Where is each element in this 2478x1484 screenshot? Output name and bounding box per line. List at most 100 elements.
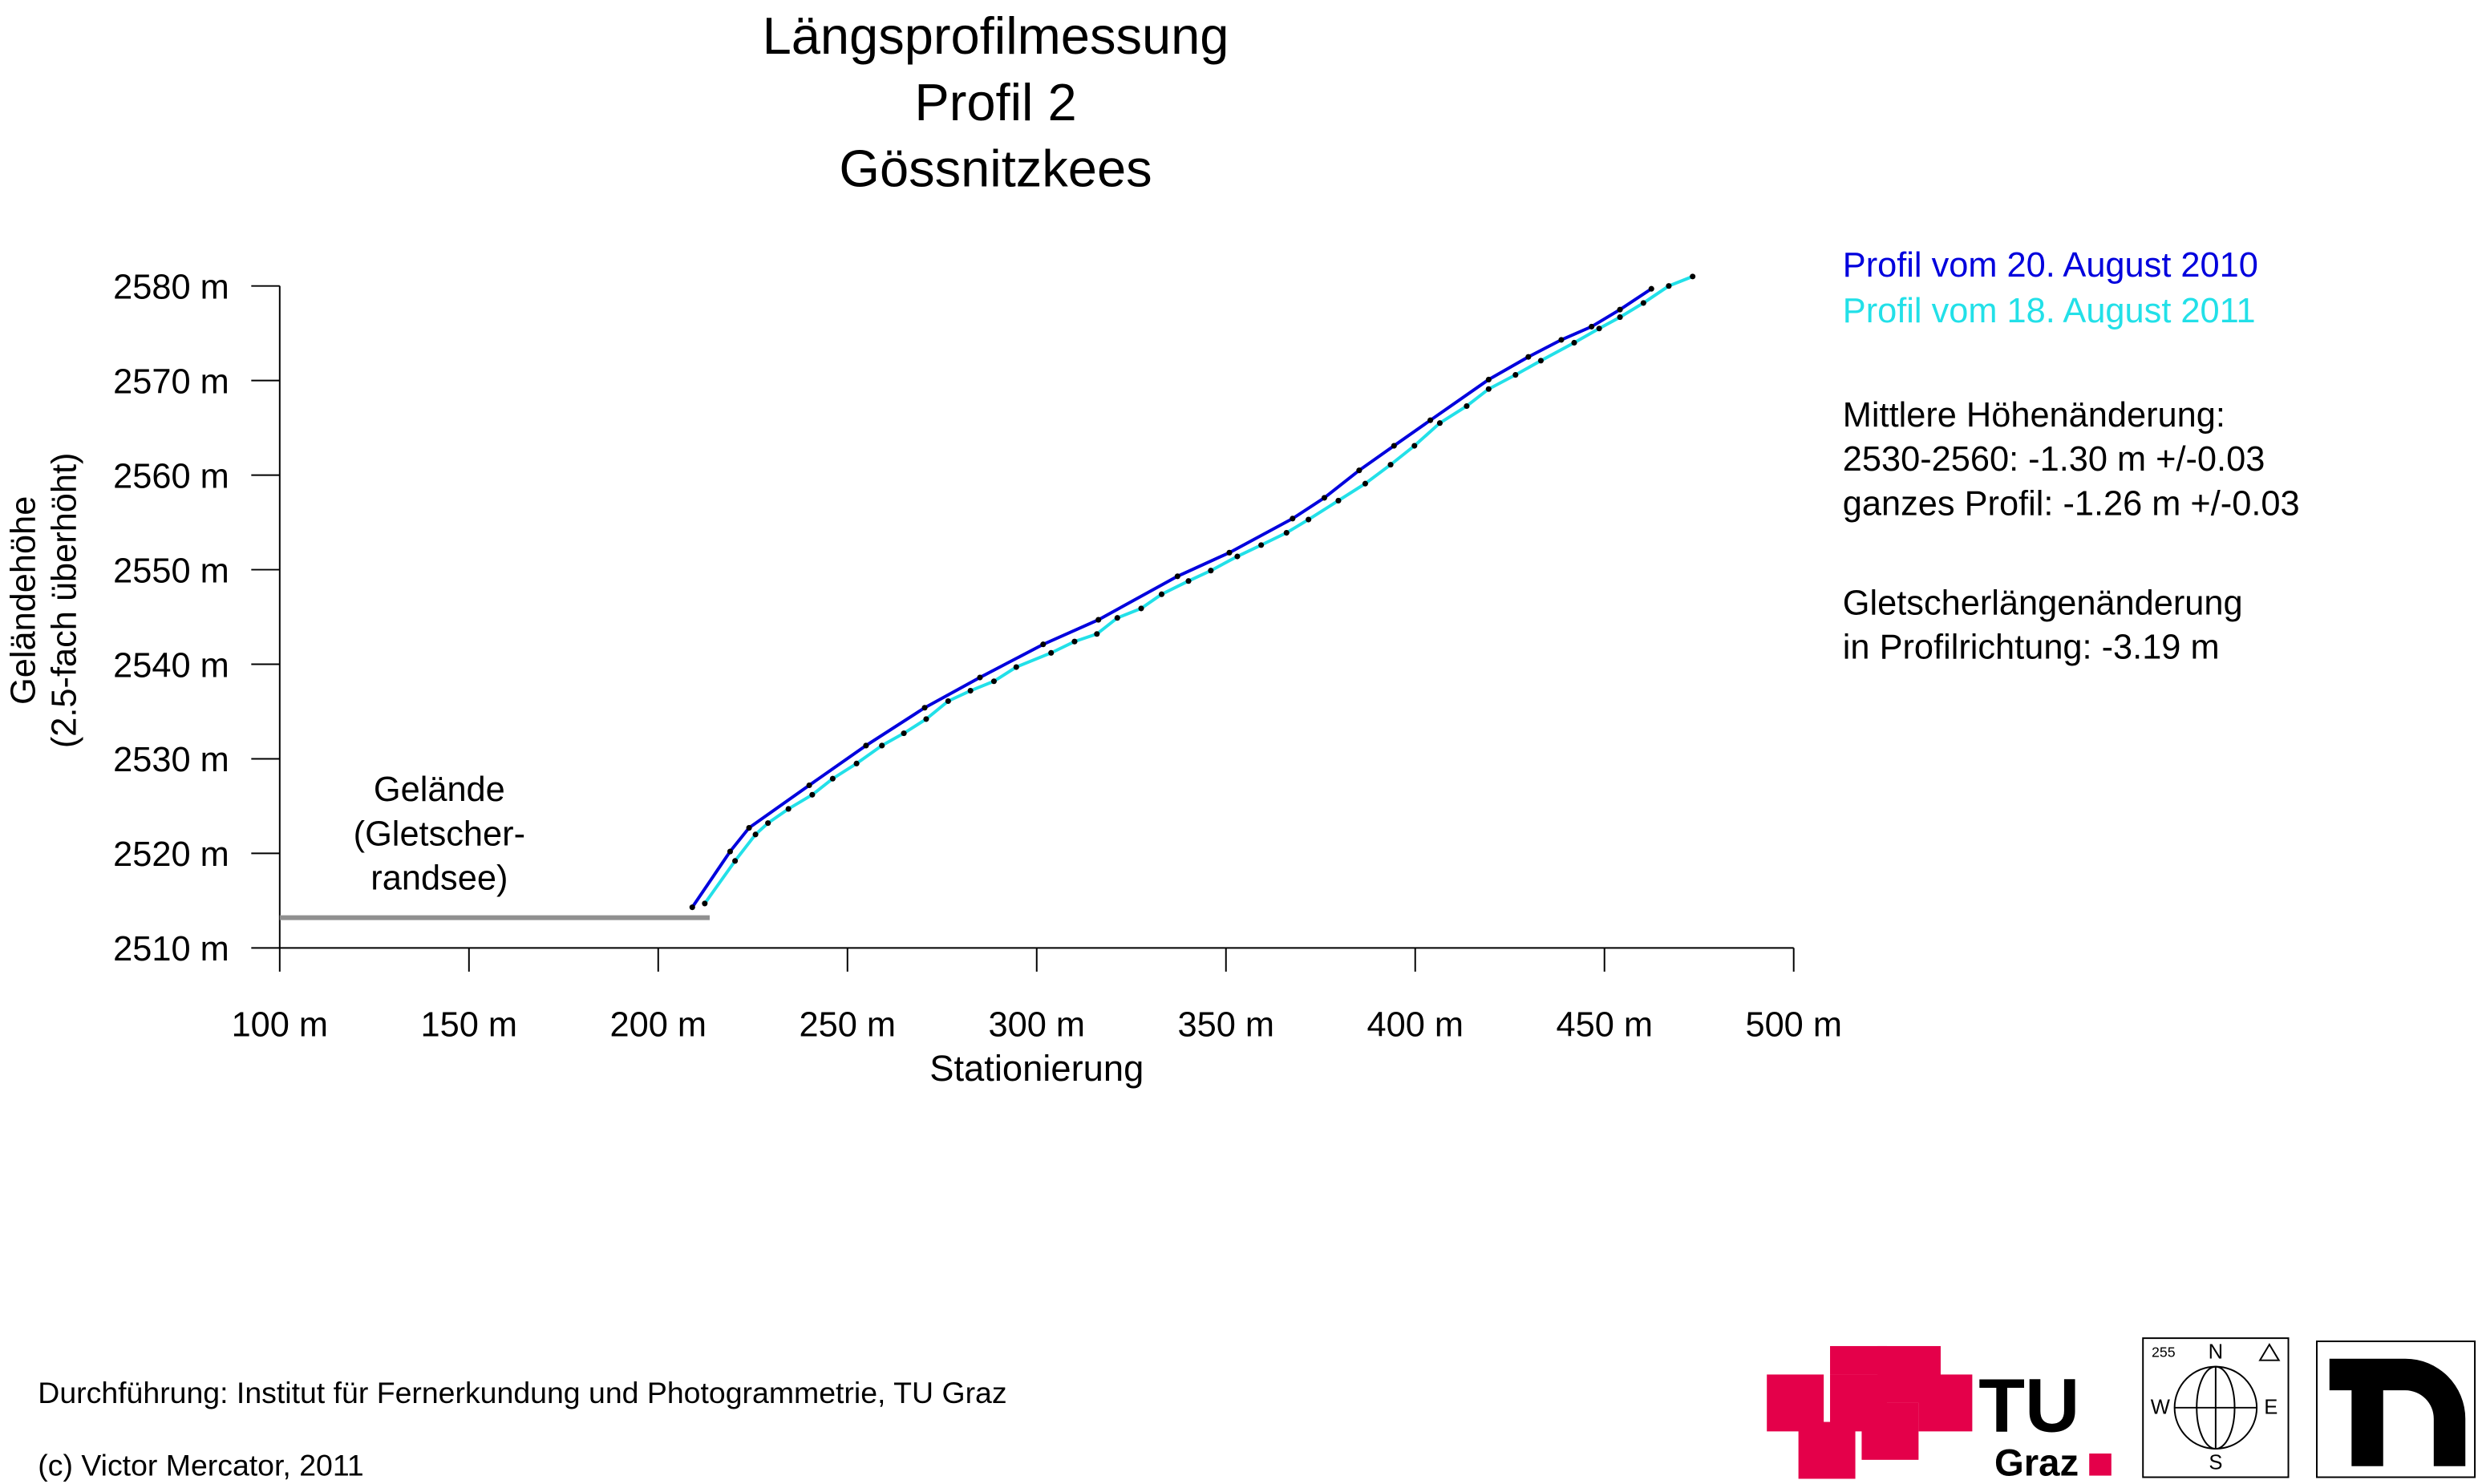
data-point <box>1226 549 1233 556</box>
data-point <box>1013 664 1019 670</box>
data-point <box>1596 326 1602 332</box>
x-tick-label: 400 m <box>1367 1006 1463 1045</box>
data-point <box>1640 300 1646 306</box>
data-point <box>1258 542 1265 548</box>
data-point <box>1234 553 1241 560</box>
data-point <box>1666 283 1672 289</box>
chart-title: Gössnitzkees <box>839 140 1152 198</box>
annotation: Gletscherlängenänderung <box>1843 584 2243 623</box>
series-line <box>690 287 1653 908</box>
data-point <box>746 825 752 831</box>
data-point <box>1391 443 1397 449</box>
data-point <box>1648 285 1654 292</box>
data-point <box>1095 617 1102 623</box>
data-point <box>921 705 928 711</box>
data-point <box>765 820 771 827</box>
x-tick-label: 500 m <box>1745 1006 1841 1045</box>
data-point <box>1485 386 1492 392</box>
x-tick-label: 250 m <box>800 1006 896 1045</box>
compass-label: E <box>2264 1397 2278 1419</box>
compass-label: S <box>2209 1452 2222 1474</box>
data-point <box>1071 638 1078 645</box>
compass-label: W <box>2151 1397 2171 1419</box>
data-point <box>923 716 929 722</box>
y-tick-label: 2520 m <box>113 835 229 874</box>
data-point <box>901 730 907 737</box>
data-point <box>1335 497 1342 503</box>
data-point <box>727 848 734 855</box>
data-point <box>1158 591 1165 597</box>
data-point <box>1208 568 1214 574</box>
y-tick-label: 2540 m <box>113 646 229 685</box>
data-point <box>1411 443 1418 449</box>
compass-label: 255 <box>2152 1344 2176 1361</box>
data-point <box>879 742 885 749</box>
x-tick-label: 350 m <box>1178 1006 1274 1045</box>
data-point <box>1387 462 1394 468</box>
annotation: ganzes Profil: -1.26 m +/-0.03 <box>1843 484 2300 523</box>
y-tick-label: 2570 m <box>113 362 229 401</box>
y-axis-label: (2.5-fach überhöht) <box>46 453 84 749</box>
data-point <box>967 687 974 694</box>
data-point <box>1537 358 1544 364</box>
data-point <box>1356 467 1362 474</box>
data-point <box>809 791 816 798</box>
data-point <box>732 858 739 864</box>
data-point <box>1617 306 1623 313</box>
annotation: Mittlere Höhenänderung: <box>1843 396 2225 435</box>
data-point <box>990 678 997 685</box>
tu-graz-logo <box>1767 1345 2112 1479</box>
data-point <box>1690 273 1696 280</box>
annotation: in Profilrichtung: -3.19 m <box>1843 629 2220 667</box>
data-point <box>1427 417 1434 423</box>
data-point <box>785 806 792 812</box>
legend-label: Profil vom 20. August 2010 <box>1843 246 2258 285</box>
data-point <box>1306 516 1312 523</box>
annotation: 2530-2560: -1.30 m +/-0.03 <box>1843 440 2265 479</box>
x-tick-label: 150 m <box>421 1006 517 1045</box>
chart-title: Profil 2 <box>914 73 1076 131</box>
data-point <box>1290 516 1296 522</box>
data-point <box>1485 376 1492 383</box>
data-point <box>1321 495 1328 501</box>
compass-logo <box>2142 1337 2290 1478</box>
data-point <box>1114 615 1120 621</box>
data-point <box>1617 314 1623 321</box>
data-point <box>1048 649 1055 656</box>
institute-logo <box>2316 1340 2476 1478</box>
data-point <box>1283 529 1290 536</box>
y-tick-label: 2510 m <box>113 930 229 968</box>
data-point <box>1436 420 1443 427</box>
data-point <box>1138 605 1144 612</box>
x-tick-label: 450 m <box>1556 1006 1652 1045</box>
x-tick-label: 100 m <box>232 1006 328 1045</box>
ground-label: Gelände <box>374 770 505 809</box>
y-axis-label: Geländehöhe <box>4 496 43 705</box>
footer-text: (c) Victor Mercator, 2011 <box>38 1449 363 1482</box>
data-point <box>1464 402 1470 410</box>
data-point <box>945 698 951 705</box>
data-point <box>829 775 836 782</box>
data-point <box>1040 641 1047 648</box>
data-point <box>1571 339 1577 346</box>
y-tick-label: 2560 m <box>113 457 229 495</box>
compass-label: N <box>2209 1341 2224 1364</box>
data-point <box>853 760 860 766</box>
y-tick-label: 2580 m <box>113 268 229 306</box>
chart-title: Längsprofilmessung <box>763 6 1229 65</box>
ground-label: (Gletscher- <box>354 815 525 853</box>
x-tick-label: 200 m <box>610 1006 707 1045</box>
logo-text: TU <box>1978 1363 2079 1448</box>
data-point <box>863 742 869 749</box>
data-point <box>1525 354 1532 360</box>
series-line <box>703 275 1694 905</box>
x-tick-label: 300 m <box>989 1006 1085 1045</box>
ground-label: randsee) <box>370 859 508 897</box>
data-point <box>1174 573 1180 580</box>
data-point <box>1362 480 1368 487</box>
data-point <box>806 782 812 789</box>
data-point <box>1512 372 1519 378</box>
